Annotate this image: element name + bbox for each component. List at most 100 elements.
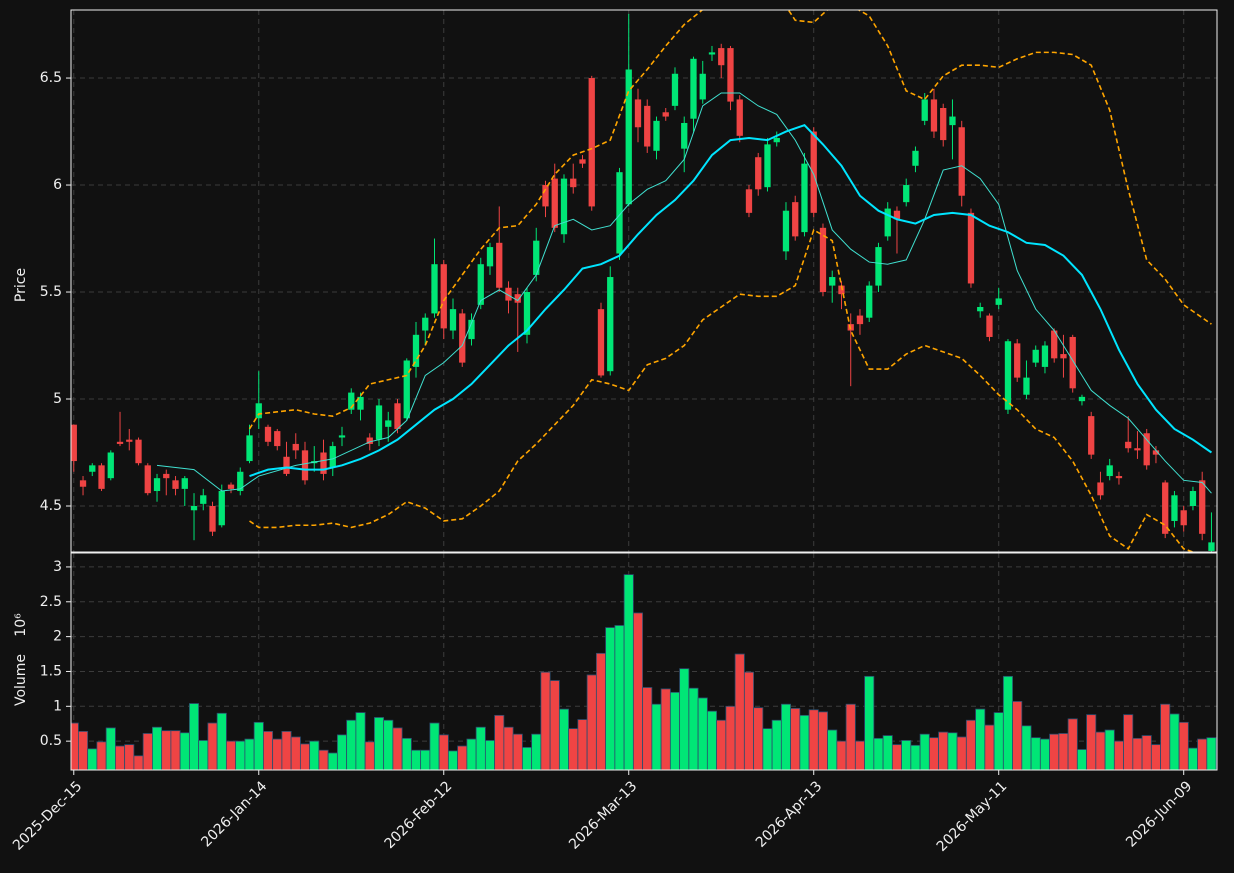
volume-bar [1086, 714, 1097, 770]
candle-body [588, 78, 595, 207]
volume-bar [771, 719, 782, 770]
volume-bar [309, 740, 320, 770]
candle-body [172, 480, 179, 489]
plot-area [71, 553, 1217, 770]
volume-bar [568, 728, 579, 770]
volume-axis-label: Volume [13, 654, 29, 706]
candle-body [209, 505, 216, 532]
volume-bar [614, 625, 625, 770]
candle-body [542, 185, 549, 207]
y-tick-label: 6 [53, 177, 62, 193]
candle-body [1106, 465, 1113, 477]
volume-bar [401, 737, 412, 770]
candle-body [662, 112, 669, 117]
candle-body [394, 403, 401, 429]
volume-bar [188, 703, 200, 770]
y-tick-label: 2 [53, 629, 62, 645]
volume-bar [956, 736, 967, 770]
candle-body [153, 478, 161, 492]
volume-bar [1169, 713, 1180, 770]
volume-bar [762, 728, 773, 770]
volume-bar [327, 752, 338, 770]
candle-body [1115, 476, 1123, 479]
volume-bar [151, 726, 163, 770]
volume-bar [901, 740, 912, 770]
candle-body [533, 240, 540, 275]
volume-bar [1123, 714, 1134, 770]
indicator-line [249, 228, 1196, 552]
candle-body [958, 127, 965, 196]
volume-bar [198, 740, 209, 770]
candle-body [468, 319, 475, 340]
candle-body [89, 465, 96, 472]
candle-body [1032, 349, 1039, 363]
candle-body [893, 210, 901, 220]
candle-body [1004, 341, 1012, 410]
volume-bar [105, 727, 116, 770]
candle-body [625, 69, 632, 205]
candle-body [1152, 450, 1160, 455]
volume-bar [540, 671, 551, 770]
candle-body [200, 495, 207, 504]
candle-body [218, 491, 225, 526]
volume-bar [947, 732, 958, 770]
candle-body [856, 315, 864, 325]
candle-body [690, 58, 697, 119]
candle-body [773, 137, 780, 143]
candle-body [431, 264, 438, 314]
volume-bar [355, 712, 366, 770]
volume-bar [225, 740, 237, 770]
candle-body [764, 144, 771, 188]
y-tick-label: 5.5 [40, 284, 62, 300]
volume-bar [632, 612, 644, 770]
volume-bar [799, 714, 810, 770]
candle-body [792, 202, 799, 237]
candle-body [1041, 345, 1049, 367]
candle-body [144, 465, 151, 494]
candle-body [486, 247, 494, 267]
candle-body [422, 317, 429, 331]
candle-body [736, 99, 743, 136]
candle-body [1060, 354, 1067, 359]
volume-bar [642, 687, 653, 770]
volume-bar [521, 747, 533, 770]
volume-bar [1178, 721, 1189, 770]
volume-bar [882, 735, 893, 770]
volume-bar [512, 733, 523, 770]
candle-body [699, 73, 706, 100]
volume-bar [854, 740, 865, 770]
volume-bar [429, 722, 440, 770]
candle-body [283, 456, 290, 474]
y-tick-label: 5 [53, 391, 62, 407]
candle-body [1199, 480, 1206, 534]
volume-bar [753, 707, 764, 770]
candle-body [801, 163, 808, 233]
volume-bar [253, 721, 264, 770]
candle-body [440, 264, 447, 329]
volume-bar [290, 736, 301, 770]
candle-body [1134, 448, 1141, 451]
candle-body [1088, 416, 1095, 455]
candle-body [986, 315, 993, 337]
candle-body [227, 484, 235, 489]
candle-body [755, 157, 762, 190]
volume-bar [299, 743, 311, 770]
candle-body [745, 189, 753, 213]
candle-body [181, 478, 188, 489]
volume-bar [919, 733, 930, 770]
volume-bar [420, 749, 431, 770]
candle-body [829, 277, 836, 286]
candle-body [1180, 510, 1187, 526]
volume-bar [142, 733, 153, 770]
volume-bar [1049, 733, 1060, 770]
candle-body [1097, 482, 1104, 496]
y-tick-label: 0.5 [40, 733, 62, 749]
candle-body [116, 441, 124, 444]
volume-bar [475, 726, 486, 770]
volume-bar [1187, 747, 1198, 770]
panel-frame [70, 552, 1218, 771]
candle-body [449, 309, 457, 331]
candle-body [477, 264, 484, 305]
volume-bar [503, 726, 514, 770]
volume-bar [1067, 718, 1078, 770]
